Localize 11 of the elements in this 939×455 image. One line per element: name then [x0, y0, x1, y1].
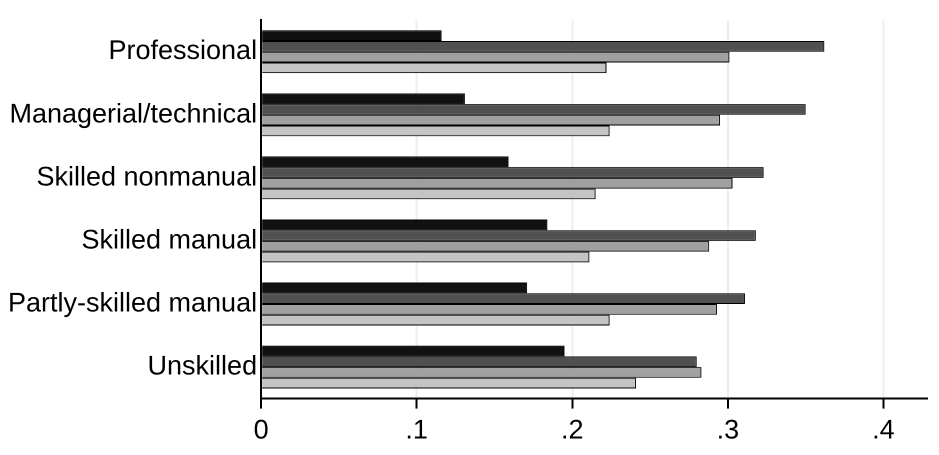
y-tick-label: Managerial/technical: [9, 98, 258, 128]
y-tick-label: Professional: [108, 35, 258, 66]
y-tick-label: Skilled manual: [81, 224, 258, 254]
x-tick-label: .4: [872, 414, 895, 444]
y-tick-label: Unskilled: [148, 350, 258, 381]
y-tick-label: Partly-skilled manual: [8, 287, 258, 318]
x-tick-label: 0: [254, 414, 269, 444]
x-tick-label: .2: [561, 414, 584, 444]
x-tick-label: .3: [716, 414, 740, 444]
x-tick-label: .1: [405, 414, 428, 444]
y-tick-label: Skilled nonmanual: [36, 161, 258, 192]
